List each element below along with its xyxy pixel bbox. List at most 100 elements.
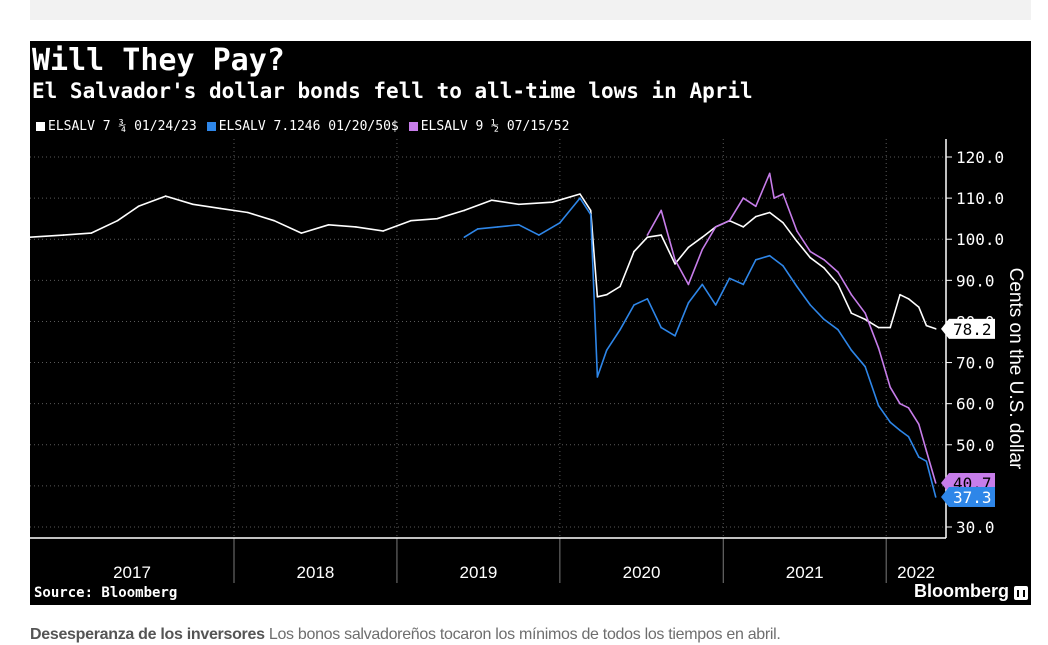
last-value-pointer-elsalv-2052 [941,473,949,494]
year-label-2020: 2020 [623,563,661,582]
last-value-pointer-elsalv-2050 [941,486,949,507]
series-point-elsalv-2050-2 [497,226,499,228]
series-point-elsalv-2023-25 [633,250,635,253]
series-point-elsalv-2023-24 [619,285,621,288]
series-point-elsalv-2023-22 [596,295,599,298]
tick-label-y-2: 50.0 [956,436,995,455]
series-point-elsalv-2023-18 [518,203,520,206]
last-value-pointer-elsalv-2023 [941,318,949,339]
series-point-elsalv-2023-8 [247,211,249,214]
y-axis-title: Cents on the U.S. dollar [1005,268,1026,470]
tick-label-y-6: 90.0 [956,271,995,290]
series-point-elsalv-2052-13 [809,250,812,253]
series-point-elsalv-2023-27 [660,234,663,236]
series-point-elsalv-2050-12 [646,298,649,300]
series-point-elsalv-2023-12 [355,226,357,228]
series-line-elsalv-2023 [30,193,936,330]
series-point-elsalv-2052-3 [687,283,690,286]
series-point-elsalv-2023-16 [463,209,466,212]
legend-label-2023: ELSALV 7 ¾ 01/24/23 [48,118,197,134]
legend-label-2052: ELSALV 9 ½ 07/15/52 [420,118,570,134]
series-point-elsalv-2023-34 [755,215,757,218]
series-point-elsalv-2050-20 [755,258,757,261]
year-label-2017: 2017 [113,563,151,582]
series-point-elsalv-2023-1 [62,234,65,236]
tick-label-y-3: 60.0 [956,395,995,414]
series-point-elsalv-2050-6 [579,197,581,199]
series-point-elsalv-2052-0 [646,234,649,236]
series-point-elsalv-2023-30 [701,236,704,238]
series-point-elsalv-2023-21 [589,209,592,212]
series-point-elsalv-2023-36 [782,221,784,224]
series-point-elsalv-2023-19 [551,201,554,204]
series-point-elsalv-2050-35 [934,496,937,498]
tick-label-y-8: 110.0 [956,189,1004,208]
series-point-elsalv-2052-6 [728,219,731,222]
series-line-elsalv-2050 [463,197,937,498]
series-point-elsalv-2050-21 [768,254,771,257]
series-point-elsalv-2052-16 [850,293,853,296]
series-point-elsalv-2052-2 [674,258,676,261]
series-point-elsalv-2052-4 [701,248,704,251]
series-point-elsalv-2050-14 [674,335,676,337]
last-value-label-elsalv-2023: 78.2 [953,320,992,339]
caption-text: Los bonos salvadoreños tocaron los mínim… [268,626,781,643]
series-point-elsalv-2052-14 [823,258,825,261]
series-point-elsalv-2050-25 [823,318,825,321]
series-point-elsalv-2050-4 [538,234,540,236]
series-point-elsalv-2052-24 [934,482,937,484]
bloomberg-logo: Bloomberg [913,581,1009,601]
tick-label-y-0: 30.0 [956,518,995,537]
series-point-elsalv-2023-41 [850,312,853,315]
series-point-elsalv-2023-23 [605,293,608,296]
series-point-elsalv-2052-5 [714,226,717,228]
series-point-elsalv-2052-9 [768,172,771,175]
caption-bold: Desesperanza de los inversores [30,626,265,643]
series-point-elsalv-2023-37 [796,240,798,243]
series-point-elsalv-2050-30 [889,421,892,423]
series-point-elsalv-2023-46 [907,298,910,300]
series-point-elsalv-2050-32 [907,435,910,438]
series-point-elsalv-2052-12 [796,230,798,232]
series-point-elsalv-2023-40 [837,283,839,286]
series-point-elsalv-2023-9 [273,219,275,222]
series-point-elsalv-2050-28 [864,365,867,368]
series-point-elsalv-2050-3 [518,224,520,226]
legend-label-2050: ELSALV 7.1246 01/20/50$ [218,118,399,134]
series-point-elsalv-2023-2 [90,232,92,234]
series-point-elsalv-2052-1 [660,209,663,212]
series-point-elsalv-2052-23 [925,450,928,452]
caption: Desesperanza de los inversores Los bonos… [30,626,781,644]
series-point-elsalv-2023-6 [192,203,194,206]
series-point-elsalv-2052-10 [773,197,775,199]
series-point-elsalv-2023-47 [917,306,920,308]
series-point-elsalv-2023-35 [768,211,771,214]
bloomberg-terminal-icon [1014,586,1028,600]
series-point-elsalv-2023-33 [742,226,745,228]
series-point-elsalv-2023-48 [925,324,928,327]
series-point-elsalv-2050-7 [589,213,592,216]
series-point-elsalv-2023-39 [823,267,825,269]
series-point-elsalv-2023-45 [899,293,901,296]
year-label-2019: 2019 [459,563,497,582]
series-point-elsalv-2052-19 [889,386,892,389]
series-point-elsalv-2023-11 [327,224,330,226]
year-label-2021: 2021 [786,563,824,582]
legend-entry-2052: ELSALV 9 ½ 07/15/52 [408,118,570,134]
tick-label-y-4: 70.0 [956,354,995,373]
series-point-elsalv-2023-5 [164,195,167,197]
chart-title: Will They Pay? [32,43,285,78]
series-point-elsalv-2052-7 [742,197,745,199]
series-point-elsalv-2023-4 [137,205,140,208]
chart-subtitle: El Salvador's dollar bonds fell to all-t… [32,79,753,103]
series-point-elsalv-2050-24 [809,304,812,306]
series-point-elsalv-2052-22 [917,423,920,426]
series-point-elsalv-2050-33 [917,456,920,458]
series-point-elsalv-2050-18 [728,277,731,280]
series-point-elsalv-2023-28 [674,263,676,265]
legend-entry-2023: ELSALV 7 ¾ 01/24/23 [36,119,197,134]
series-point-elsalv-2023-26 [646,236,649,238]
series-point-elsalv-2052-21 [907,406,910,409]
series-point-elsalv-2050-13 [660,326,663,329]
legend: ELSALV 7 ¾ 01/24/23 ELSALV 7.1246 01/20/… [36,117,569,135]
